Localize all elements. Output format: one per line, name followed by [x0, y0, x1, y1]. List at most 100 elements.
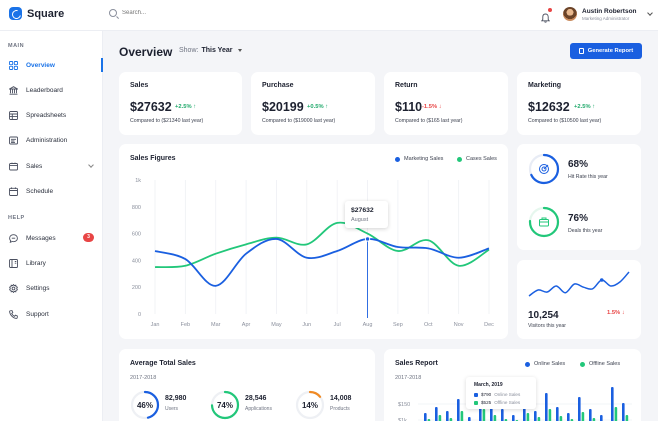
bar-offline[interactable]	[493, 415, 497, 421]
period-select-label: Show:	[179, 47, 199, 54]
unread-count-badge: 3	[83, 233, 94, 242]
x-tick-label: Jul	[334, 322, 341, 328]
sidebar-item-support[interactable]: Support	[0, 306, 103, 322]
sales-ring: 14%	[295, 390, 325, 420]
x-tick-label: Aug	[363, 322, 373, 328]
bar-online[interactable]	[512, 415, 515, 421]
bar-online[interactable]	[545, 393, 548, 421]
sidebar-item-library[interactable]: Library	[0, 255, 103, 271]
sales-figures-card: Sales Figures Marketing Sales Cases Sale…	[119, 144, 508, 339]
sidebar-item-overview[interactable]: Overview	[0, 57, 103, 73]
y-tick-label: 400	[132, 258, 141, 264]
sidebar-item-settings[interactable]: Settings	[0, 280, 103, 296]
stat-card-sales[interactable]: Sales $27632 +2.5% ↑ Compared to ($21340…	[119, 72, 242, 135]
average-sales-card: Average Total Sales 2017-2018 46% 82,980 U…	[119, 349, 375, 421]
search-box[interactable]	[109, 9, 242, 17]
bar-offline[interactable]	[592, 418, 596, 421]
bar-offline[interactable]	[614, 407, 618, 421]
bar-online[interactable]	[457, 399, 460, 421]
bar-online[interactable]	[435, 407, 438, 421]
sidebar-item-administration[interactable]: Administration	[0, 132, 103, 148]
bar-offline[interactable]	[460, 411, 464, 421]
sidebar-item-schedule[interactable]: Schedule	[0, 183, 103, 199]
bar-offline[interactable]	[581, 412, 585, 421]
bar-offline[interactable]	[438, 415, 442, 421]
period-select-value: This Year	[201, 47, 233, 54]
notification-button[interactable]	[540, 8, 552, 23]
x-tick-label: Dec	[484, 322, 494, 328]
sidebar-item-sales[interactable]: Sales	[0, 158, 103, 174]
bar-offline[interactable]	[482, 409, 486, 421]
period-select[interactable]: Show: This Year	[179, 47, 243, 54]
sales-ring-item[interactable]: 46% 82,980 Users	[129, 389, 209, 421]
stat-change-value: +2.5%	[574, 104, 591, 110]
x-tick-label: Mar	[211, 322, 221, 328]
admin-icon	[9, 136, 18, 144]
deals-value: 76%	[568, 213, 589, 224]
sidebar-item-label: Support	[26, 310, 49, 318]
visitors-label: Visitors this year	[528, 323, 566, 329]
sales-ring-item[interactable]: 74% 28,546 Applications	[209, 389, 289, 421]
bar-offline[interactable]	[548, 409, 552, 421]
bar-online[interactable]	[556, 407, 559, 421]
bar-offline[interactable]	[537, 417, 541, 421]
cart-icon	[9, 162, 18, 170]
stat-card-marketing[interactable]: Marketing $12632 +2.5% ↑ Compared to ($1…	[517, 72, 641, 135]
chart-tooltip: $27632 August	[345, 201, 388, 228]
deals-label: Deals this year	[568, 228, 603, 234]
highlight-point[interactable]	[364, 236, 371, 242]
series-line[interactable]	[154, 221, 490, 269]
sidebar-item-leaderboard[interactable]: Leaderboard	[0, 82, 103, 98]
stat-card-purchase[interactable]: Purchase $20199 +0.5% ↑ Compared to ($19…	[251, 72, 375, 135]
bar-offline[interactable]	[449, 418, 453, 421]
bar-online[interactable]	[578, 397, 581, 421]
sales-report-card: Sales Report 2017-2018 Online Sales Offl…	[384, 349, 641, 421]
x-tick-label: Jun	[302, 322, 311, 328]
stat-card-return[interactable]: Return $110 -1.5% ↓ Compared to ($165 la…	[384, 72, 508, 135]
bar-online[interactable]	[589, 409, 592, 421]
sidebar-item-messages[interactable]: Messages 3	[0, 230, 103, 246]
bar-online[interactable]	[468, 417, 471, 421]
bar-offline[interactable]	[625, 415, 629, 421]
bar-online[interactable]	[611, 387, 614, 421]
page-title: Overview	[119, 45, 173, 59]
sparkline-point	[599, 278, 604, 282]
hit-rate-label: Hit Rate this year	[568, 174, 608, 180]
stat-compare: Compared to ($19000 last year)	[262, 118, 336, 124]
app-logo[interactable]: Square	[9, 7, 64, 20]
bar-online[interactable]	[534, 411, 537, 421]
legend-label: Marketing Sales	[404, 156, 444, 162]
card-title: Sales Report	[395, 360, 438, 367]
ring-progress	[130, 390, 160, 420]
bar-offline[interactable]	[559, 416, 563, 421]
bar-online[interactable]	[424, 413, 427, 421]
series-line[interactable]	[154, 238, 490, 287]
generate-report-button[interactable]: Generate Report	[570, 43, 642, 59]
document-icon	[578, 48, 584, 54]
legend-item[interactable]: Online Sales	[525, 361, 565, 367]
bar-online[interactable]	[446, 411, 449, 421]
bar-online[interactable]	[490, 405, 493, 421]
visitors-card: 10,254 Visitors this year 1.5% ↓	[517, 260, 641, 339]
sales-ring-item[interactable]: 14% 14,008 Products	[294, 389, 374, 421]
sidebar: MAIN Overview Leaderboard Spreadsheets A…	[0, 31, 103, 421]
bar-online[interactable]	[600, 415, 603, 421]
sidebar-item-label: Sales	[26, 162, 43, 170]
stat-title: Return	[395, 82, 418, 89]
bar-online[interactable]	[501, 409, 504, 421]
search-input[interactable]	[122, 10, 242, 16]
sales-figures-chart[interactable]: Jan Feb Mar Apr May Jun Jul Aug Sep Oct Nov Dec 0 200…	[119, 144, 508, 339]
grid-icon	[9, 60, 18, 70]
ring-value: 28,546	[245, 395, 267, 402]
ring-percent: 74%	[217, 401, 233, 410]
sidebar-item-spreadsheets[interactable]: Spreadsheets	[0, 107, 103, 123]
user-menu[interactable]: Austin Robertson Marketing Administrator	[563, 7, 653, 21]
tooltip-value: $27632	[351, 207, 374, 214]
bar-offline[interactable]	[526, 413, 530, 421]
legend-item[interactable]: Cases Sales	[457, 156, 497, 162]
bar-online[interactable]	[567, 413, 570, 421]
legend-item[interactable]: Offline Sales	[580, 361, 620, 367]
ring-value: 14,008	[330, 395, 352, 402]
bar-online[interactable]	[622, 403, 625, 421]
legend-item[interactable]: Marketing Sales	[395, 156, 443, 162]
